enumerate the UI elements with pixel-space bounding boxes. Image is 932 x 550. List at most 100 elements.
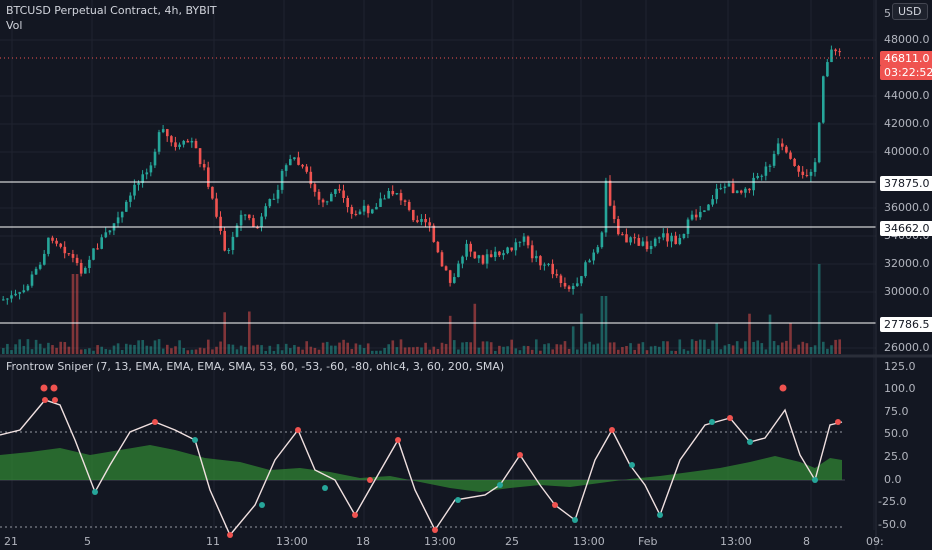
candle-body: [403, 200, 407, 202]
volume-bar: [813, 345, 817, 354]
volume-bar: [678, 339, 682, 354]
volume-bar: [375, 350, 378, 354]
candle-body: [547, 263, 550, 265]
time-tick-label: 5: [84, 535, 91, 548]
candle-body: [161, 129, 165, 133]
level-tag-2: 34662.0: [880, 221, 932, 236]
candle-body: [395, 193, 399, 195]
candle-body: [530, 245, 534, 259]
volume-bar: [194, 349, 198, 354]
candle-body: [596, 247, 600, 253]
volume-bar: [350, 348, 354, 354]
candle-body: [662, 233, 665, 238]
candle-body: [694, 214, 698, 218]
candle-body: [817, 122, 821, 163]
volume-bar: [461, 342, 464, 354]
volume-bar: [280, 350, 284, 354]
volume-bar: [14, 344, 17, 354]
candle-body: [125, 201, 128, 212]
candle-body: [813, 162, 817, 172]
candle-body: [120, 211, 124, 218]
candle-body: [371, 209, 374, 214]
candle-body: [149, 165, 153, 173]
candle-body: [235, 225, 239, 237]
candle-body: [588, 260, 591, 263]
candle-body: [297, 157, 300, 165]
volume-bar: [30, 349, 34, 354]
volume-bar: [690, 339, 694, 354]
candle-body: [772, 154, 776, 166]
osc-signal-dot: [629, 462, 635, 468]
axis-partial-label: 5: [884, 7, 891, 20]
volume-bar: [510, 339, 513, 354]
indicator-legend[interactable]: Frontrow Sniper (7, 13, EMA, EMA, EMA, S…: [6, 360, 505, 373]
volume-bar: [781, 342, 784, 354]
volume-bar: [112, 345, 116, 354]
candle-body: [440, 252, 444, 267]
osc-signal-dot: [835, 419, 841, 425]
candle-body: [645, 241, 649, 250]
candle-body: [666, 233, 669, 242]
volume-bar: [26, 339, 30, 354]
candle-body: [100, 237, 103, 249]
candle-body: [366, 205, 370, 214]
candle-body: [170, 136, 173, 143]
candle-body: [506, 247, 509, 254]
volume-bar: [2, 348, 5, 354]
volume-bar: [731, 345, 735, 354]
candle-body: [727, 183, 731, 187]
osc-signal-dot: [192, 437, 198, 443]
osc-tick-label: -25.0: [878, 495, 907, 508]
volume-bar: [822, 341, 825, 354]
candle-body: [30, 274, 34, 286]
candle-body: [555, 274, 559, 276]
volume-bar: [555, 344, 559, 354]
volume-bar: [207, 339, 210, 354]
volume-bar: [88, 348, 91, 354]
candle-body: [301, 164, 304, 167]
candle-body: [63, 246, 67, 254]
candle-body: [55, 240, 58, 244]
symbol-title[interactable]: BTCUSD Perpetual Contract, 4h, BYBIT: [6, 4, 217, 17]
time-tick-label: 09:: [866, 535, 884, 548]
candle-body: [514, 242, 518, 251]
volume-bar: [79, 349, 83, 354]
volume-bar: [826, 348, 829, 354]
candle-body: [174, 142, 177, 147]
volume-bar: [776, 345, 780, 354]
candle-body: [457, 263, 460, 278]
candle-body: [690, 214, 694, 220]
volume-bar: [666, 341, 669, 354]
candle-body: [284, 165, 288, 171]
volume-bar: [334, 345, 337, 354]
bar-countdown-tag: 03:22:52: [880, 65, 932, 80]
candle-body: [190, 140, 194, 143]
volume-bar: [637, 343, 641, 354]
volume-bar: [789, 322, 792, 354]
volume-bar: [403, 347, 407, 354]
candle-body: [43, 253, 46, 265]
candle-body: [707, 204, 710, 211]
osc-signal-dot: [92, 489, 98, 495]
candle-body: [276, 189, 280, 199]
candle-body: [535, 256, 538, 259]
volume-bar: [198, 347, 202, 354]
candle-body: [202, 164, 206, 168]
volume-bar: [293, 345, 296, 354]
volume-bar: [576, 349, 579, 354]
candle-body: [715, 188, 718, 200]
osc-signal-dot: [152, 419, 158, 425]
volume-bar: [227, 344, 231, 354]
volume-bar: [354, 343, 358, 354]
candle-body: [71, 254, 75, 258]
candle-body: [526, 236, 530, 246]
currency-button[interactable]: USD: [892, 3, 928, 20]
candle-body: [621, 234, 624, 236]
candle-body: [699, 211, 702, 218]
osc-signal-dot: [259, 502, 265, 508]
osc-tick-label: 100.0: [884, 382, 916, 395]
volume-legend[interactable]: Vol: [6, 19, 23, 32]
volume-bar: [104, 349, 108, 354]
volume-bar: [145, 345, 149, 354]
